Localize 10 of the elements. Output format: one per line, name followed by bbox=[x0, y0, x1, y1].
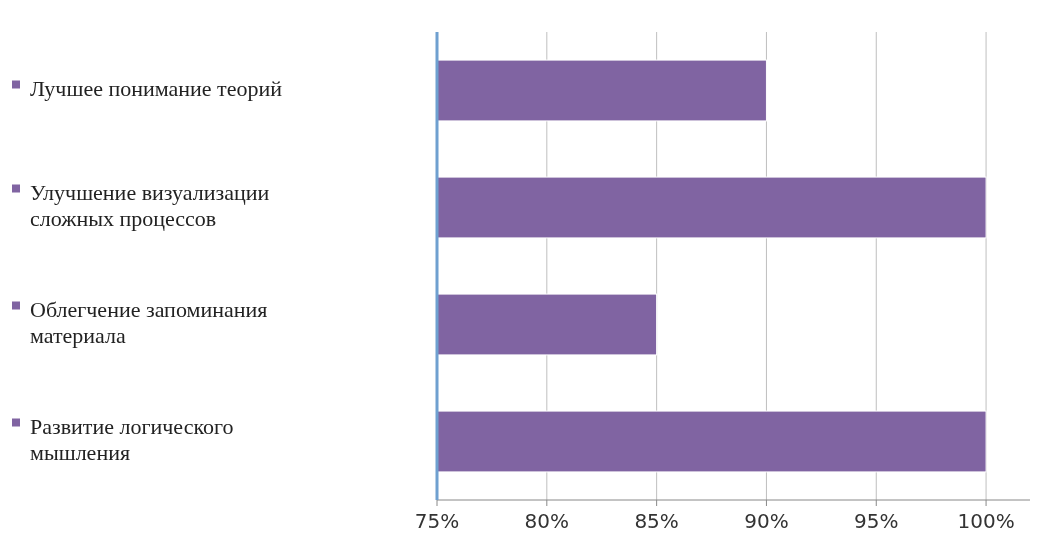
x-tick-label: 85% bbox=[634, 509, 679, 533]
x-tick-label: 75% bbox=[414, 509, 460, 533]
y-tick-label: Улучшение визуализации сложных процессов bbox=[30, 179, 270, 231]
x-tick-label: 100% bbox=[957, 509, 1015, 533]
y-tick-label: Облегчение запоминания материала bbox=[30, 296, 268, 348]
x-tick-label: 95% bbox=[854, 509, 899, 533]
y-tick-label: Развитие логического мышления bbox=[30, 413, 234, 465]
x-tick-label: 90% bbox=[744, 509, 789, 533]
y-tick-label: Лучшее понимание теорий bbox=[30, 75, 283, 101]
x-tick-label: 80% bbox=[524, 509, 570, 533]
